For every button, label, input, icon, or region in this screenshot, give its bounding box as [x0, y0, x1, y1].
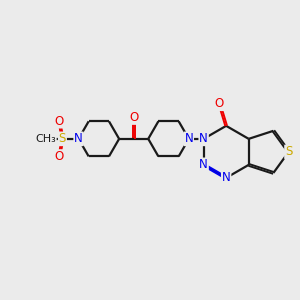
Text: N: N	[222, 171, 230, 184]
Text: CH₃: CH₃	[35, 134, 56, 144]
Text: O: O	[129, 111, 139, 124]
Text: O: O	[55, 115, 64, 128]
Text: N: N	[199, 132, 208, 146]
Text: O: O	[55, 150, 64, 163]
Text: N: N	[199, 158, 208, 171]
Text: S: S	[59, 132, 66, 146]
Text: S: S	[285, 146, 292, 158]
Text: N: N	[184, 132, 193, 146]
Text: O: O	[215, 97, 224, 110]
Text: N: N	[74, 132, 83, 146]
